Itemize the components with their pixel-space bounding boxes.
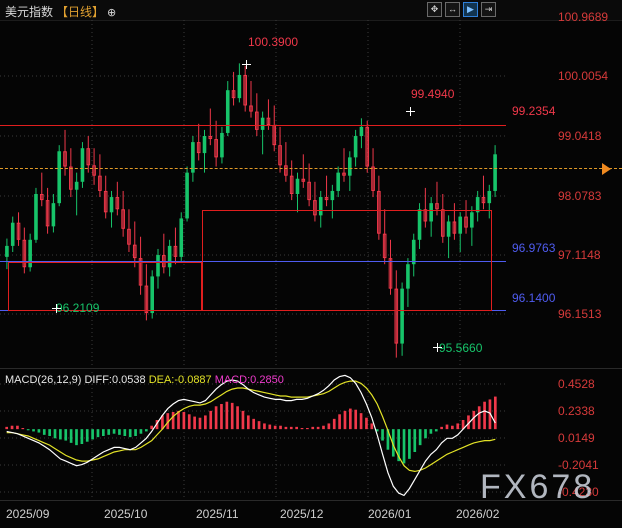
axis-tick-label: 98.0783	[558, 189, 602, 203]
pane-divider	[0, 368, 622, 369]
swing-point-marker-icon	[406, 107, 415, 116]
axis-tick-label: 97.1148	[558, 248, 601, 262]
price-chart-pane[interactable]	[0, 20, 506, 368]
current-price-arrow-icon	[602, 163, 611, 175]
macd-hist-value: MACD:0.2850	[214, 374, 284, 386]
resistance-line[interactable]	[0, 125, 506, 126]
macd-dea-value: DEA:-0.0887	[148, 374, 212, 386]
shift-right-icon-glyph: ▶	[467, 4, 474, 14]
zoom-horizontal-icon-glyph: ↔	[448, 4, 457, 14]
macd-indicator-label: MACD(26,12,9)	[5, 374, 82, 386]
macd-legend: MACD(26,12,9) DIFF:0.0538 DEA:-0.0887 MA…	[5, 374, 284, 386]
fit-screen-icon[interactable]: ✥	[427, 2, 442, 17]
axis-tick-label: 99.0418	[558, 129, 602, 143]
swing-point-marker-icon	[433, 343, 442, 352]
chart-toolbar[interactable]: ✥ ↔ ▶ ⇥	[427, 2, 496, 17]
price-candlestick-svg	[0, 20, 506, 368]
range-box-right[interactable]	[202, 210, 492, 311]
swing-point-marker-icon	[52, 304, 61, 313]
time-tick-label: 2025/09	[6, 507, 50, 521]
axis-tick-label: -0.2041	[558, 458, 599, 472]
axis-tick-label: 0.4528	[558, 377, 595, 391]
symbol-name: 美元指数	[5, 5, 54, 19]
zoom-horizontal-icon[interactable]: ↔	[445, 2, 460, 17]
axis-tick-label: 0.0149	[558, 431, 595, 445]
axis-tick-label: -0.4230	[558, 485, 599, 499]
macd-chart-pane[interactable]	[0, 372, 506, 500]
time-tick-label: 2025/10	[104, 507, 148, 521]
axis-tick-label: 0.2338	[558, 404, 595, 418]
time-axis[interactable]: 2025/09 2025/10 2025/11 2025/12 2026/01 2026/…	[0, 500, 622, 528]
macd-diff-value: DIFF:0.0538	[84, 374, 146, 386]
time-tick-label: 2025/12	[280, 507, 324, 521]
macd-indicator-svg	[0, 372, 506, 500]
latest-bar-icon[interactable]: ⇥	[481, 2, 496, 17]
axis-tick-label: 100.0054	[558, 69, 609, 83]
price-axis[interactable]: 100.9689 100.0054 99.0418 98.0783 97.1148 96.…	[506, 10, 622, 500]
crosshair-icon: ⊕	[107, 7, 117, 19]
support-line-upper[interactable]	[0, 261, 506, 262]
current-price-dashed-line[interactable]	[0, 168, 622, 169]
chart-header: 美元指数 【日线】 ⊕ ✥ ↔ ▶ ⇥	[0, 0, 622, 21]
latest-bar-icon-glyph: ⇥	[484, 4, 493, 14]
time-tick-label: 2025/11	[196, 507, 239, 521]
time-tick-label: 2026/02	[456, 507, 500, 521]
swing-point-marker-icon	[242, 60, 251, 69]
page-title: 美元指数 【日线】 ⊕	[5, 3, 116, 20]
shift-right-icon[interactable]: ▶	[463, 2, 478, 17]
range-box-left[interactable]	[8, 262, 202, 311]
period-label: 【日线】	[56, 5, 105, 19]
axis-tick-label: 96.1513	[558, 307, 602, 321]
axis-tick-label: 100.9689	[558, 10, 609, 24]
fit-screen-icon-glyph: ✥	[430, 4, 439, 14]
time-tick-label: 2026/01	[368, 507, 412, 521]
